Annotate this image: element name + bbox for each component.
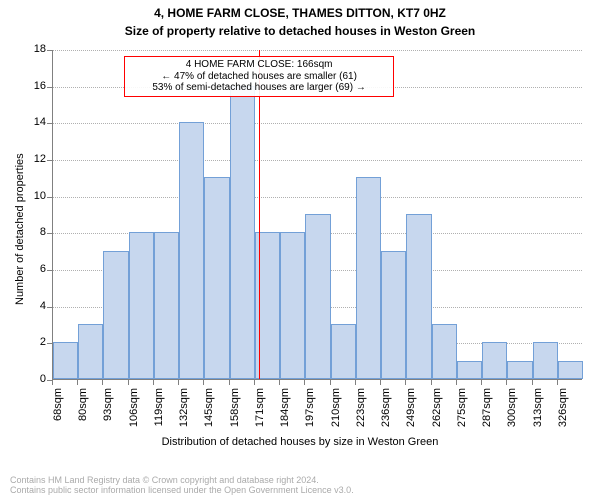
y-tick-label: 14 [22, 116, 46, 128]
histogram-bar [558, 361, 583, 379]
x-tick-label: 210sqm [330, 388, 342, 438]
histogram-bar [53, 342, 78, 379]
marker-line [259, 50, 260, 379]
y-tick-mark [47, 307, 52, 308]
x-tick-label: 249sqm [405, 388, 417, 438]
x-tick-label: 275sqm [456, 388, 468, 438]
x-tick-label: 236sqm [380, 388, 392, 438]
histogram-bar [406, 214, 431, 379]
x-tick-mark [304, 380, 305, 385]
x-tick-mark [405, 380, 406, 385]
histogram-bar [482, 342, 507, 379]
x-tick-mark [532, 380, 533, 385]
x-tick-label: 197sqm [304, 388, 316, 438]
x-tick-label: 184sqm [279, 388, 291, 438]
y-tick-mark [47, 197, 52, 198]
histogram-bar [103, 251, 128, 379]
x-tick-label: 132sqm [178, 388, 190, 438]
gridline-h [53, 50, 582, 51]
x-tick-mark [456, 380, 457, 385]
gridline-h [53, 160, 582, 161]
plot-area: 4 HOME FARM CLOSE: 166sqm ← 47% of detac… [52, 50, 582, 380]
histogram-bar [507, 361, 532, 379]
y-tick-mark [47, 87, 52, 88]
x-tick-mark [330, 380, 331, 385]
x-tick-mark [52, 380, 53, 385]
gridline-h [53, 123, 582, 124]
footer-attribution: Contains HM Land Registry data © Crown c… [10, 476, 590, 496]
chart-title-line2: Size of property relative to detached ho… [0, 24, 600, 38]
annotation-box: 4 HOME FARM CLOSE: 166sqm ← 47% of detac… [124, 56, 394, 97]
x-tick-label: 106sqm [128, 388, 140, 438]
histogram-bar [432, 324, 457, 379]
x-tick-label: 158sqm [229, 388, 241, 438]
y-tick-label: 10 [22, 190, 46, 202]
x-tick-mark [153, 380, 154, 385]
y-tick-mark [47, 233, 52, 234]
y-tick-label: 18 [22, 43, 46, 55]
histogram-bar [129, 232, 154, 379]
x-tick-label: 119sqm [153, 388, 165, 438]
x-tick-label: 93sqm [102, 388, 114, 438]
x-tick-mark [254, 380, 255, 385]
x-tick-label: 262sqm [431, 388, 443, 438]
x-tick-mark [77, 380, 78, 385]
histogram-bar [154, 232, 179, 379]
x-tick-label: 171sqm [254, 388, 266, 438]
histogram-bar [230, 86, 255, 379]
histogram-bar [78, 324, 103, 379]
y-tick-mark [47, 270, 52, 271]
y-tick-label: 2 [22, 336, 46, 348]
annotation-line3: 53% of semi-detached houses are larger (… [131, 82, 387, 94]
histogram-bar [381, 251, 406, 379]
x-tick-label: 145sqm [203, 388, 215, 438]
annotation-line1: 4 HOME FARM CLOSE: 166sqm [131, 59, 387, 71]
histogram-bar [179, 122, 204, 379]
histogram-bar [305, 214, 330, 379]
y-tick-label: 6 [22, 263, 46, 275]
gridline-h [53, 197, 582, 198]
y-tick-mark [47, 160, 52, 161]
x-tick-label: 326sqm [557, 388, 569, 438]
y-tick-label: 4 [22, 300, 46, 312]
histogram-bar [457, 361, 482, 379]
x-tick-mark [229, 380, 230, 385]
y-tick-mark [47, 123, 52, 124]
footer-line2: Contains public sector information licen… [10, 486, 590, 496]
x-tick-mark [203, 380, 204, 385]
x-tick-mark [178, 380, 179, 385]
x-tick-label: 300sqm [506, 388, 518, 438]
histogram-bar [204, 177, 229, 379]
x-tick-mark [431, 380, 432, 385]
x-tick-mark [380, 380, 381, 385]
y-tick-label: 12 [22, 153, 46, 165]
histogram-bar [533, 342, 558, 379]
x-tick-label: 287sqm [481, 388, 493, 438]
x-tick-label: 313sqm [532, 388, 544, 438]
x-tick-label: 80sqm [77, 388, 89, 438]
x-tick-mark [128, 380, 129, 385]
y-tick-label: 0 [22, 373, 46, 385]
histogram-bar [331, 324, 356, 379]
chart-container: { "titles": { "line1": "4, HOME FARM CLO… [0, 0, 600, 500]
x-tick-mark [279, 380, 280, 385]
x-tick-mark [481, 380, 482, 385]
x-tick-mark [355, 380, 356, 385]
histogram-bar [280, 232, 305, 379]
annotation-line2: ← 47% of detached houses are smaller (61… [131, 71, 387, 83]
x-tick-mark [557, 380, 558, 385]
x-tick-label: 68sqm [52, 388, 64, 438]
x-tick-mark [506, 380, 507, 385]
x-tick-mark [102, 380, 103, 385]
y-tick-label: 16 [22, 80, 46, 92]
x-tick-label: 223sqm [355, 388, 367, 438]
y-tick-mark [47, 50, 52, 51]
histogram-bar [356, 177, 381, 379]
chart-title-line1: 4, HOME FARM CLOSE, THAMES DITTON, KT7 0… [0, 6, 600, 20]
y-tick-mark [47, 343, 52, 344]
y-tick-label: 8 [22, 226, 46, 238]
